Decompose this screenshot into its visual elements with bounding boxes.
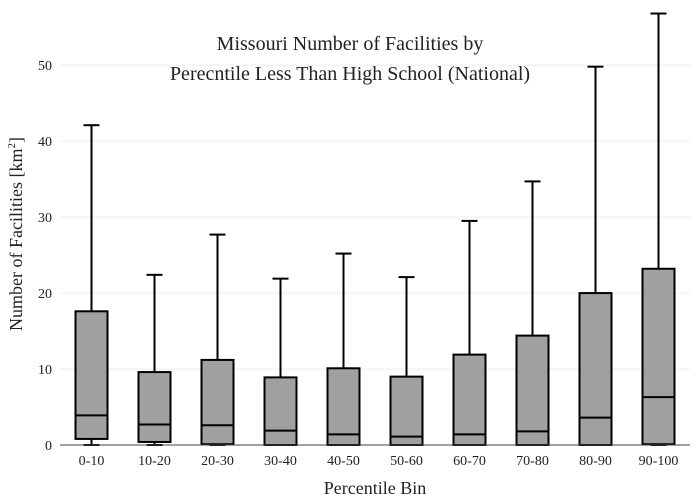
- x-tick-label-60-70: 60-70: [453, 454, 486, 469]
- iqr-box: [326, 367, 361, 447]
- box-20-30: [200, 233, 235, 446]
- y-axis-label-end: ]: [6, 137, 26, 143]
- x-tick-label-70-80: 70-80: [516, 454, 549, 469]
- x-tick-label-90-100: 90-100: [639, 454, 679, 469]
- iqr-box: [200, 358, 235, 446]
- y-axis-label-superscript: 2: [6, 143, 18, 149]
- box-10-20: [137, 273, 172, 446]
- iqr-box: [389, 375, 424, 447]
- y-axis-label-main: Number of Facilities [km: [6, 149, 26, 331]
- x-tick-label-10-20: 10-20: [138, 454, 171, 469]
- box-90-100: [641, 12, 676, 446]
- chart-title-line-1: Missouri Number of Facilities by: [217, 33, 484, 55]
- y-axis-label: Number of Facilities [km2]: [6, 137, 26, 331]
- x-tick-label-80-90: 80-90: [579, 454, 612, 469]
- y-tick-label-50: 50: [38, 59, 52, 74]
- y-tick-label-30: 30: [38, 211, 52, 226]
- iqr-box: [641, 267, 676, 446]
- y-tick-label-10: 10: [38, 363, 52, 378]
- x-tick-label-40-50: 40-50: [327, 454, 360, 469]
- x-tick-label-50-60: 50-60: [390, 454, 423, 469]
- y-tick-label-40: 40: [38, 135, 52, 150]
- boxes: [74, 12, 676, 447]
- box-70-80: [515, 180, 550, 447]
- iqr-box: [578, 292, 613, 447]
- iqr-box: [263, 376, 298, 447]
- x-tick-label-20-30: 20-30: [201, 454, 234, 469]
- box-30-40: [263, 277, 298, 447]
- iqr-box: [137, 371, 172, 443]
- chart-title-line-2: Perecntile Less Than High School (Nation…: [170, 63, 530, 85]
- iqr-box: [452, 353, 487, 446]
- iqr-box: [74, 310, 109, 440]
- box-50-60: [389, 276, 424, 447]
- box-60-70: [452, 219, 487, 446]
- iqr-box: [515, 334, 550, 447]
- box-40-50: [326, 252, 361, 447]
- box-80-90: [578, 65, 613, 447]
- x-tick-label-0-10: 0-10: [79, 454, 105, 469]
- y-tick-label-0: 0: [45, 439, 52, 454]
- axes: 0 10 20 30 40 50 0-10 10-20 20-30 30-40 40-50 50-60…: [38, 59, 690, 469]
- box-0-10: [74, 124, 109, 446]
- x-axis-label: Percentile Bin: [324, 478, 426, 498]
- y-tick-label-20: 20: [38, 287, 52, 302]
- x-tick-label-30-40: 30-40: [264, 454, 297, 469]
